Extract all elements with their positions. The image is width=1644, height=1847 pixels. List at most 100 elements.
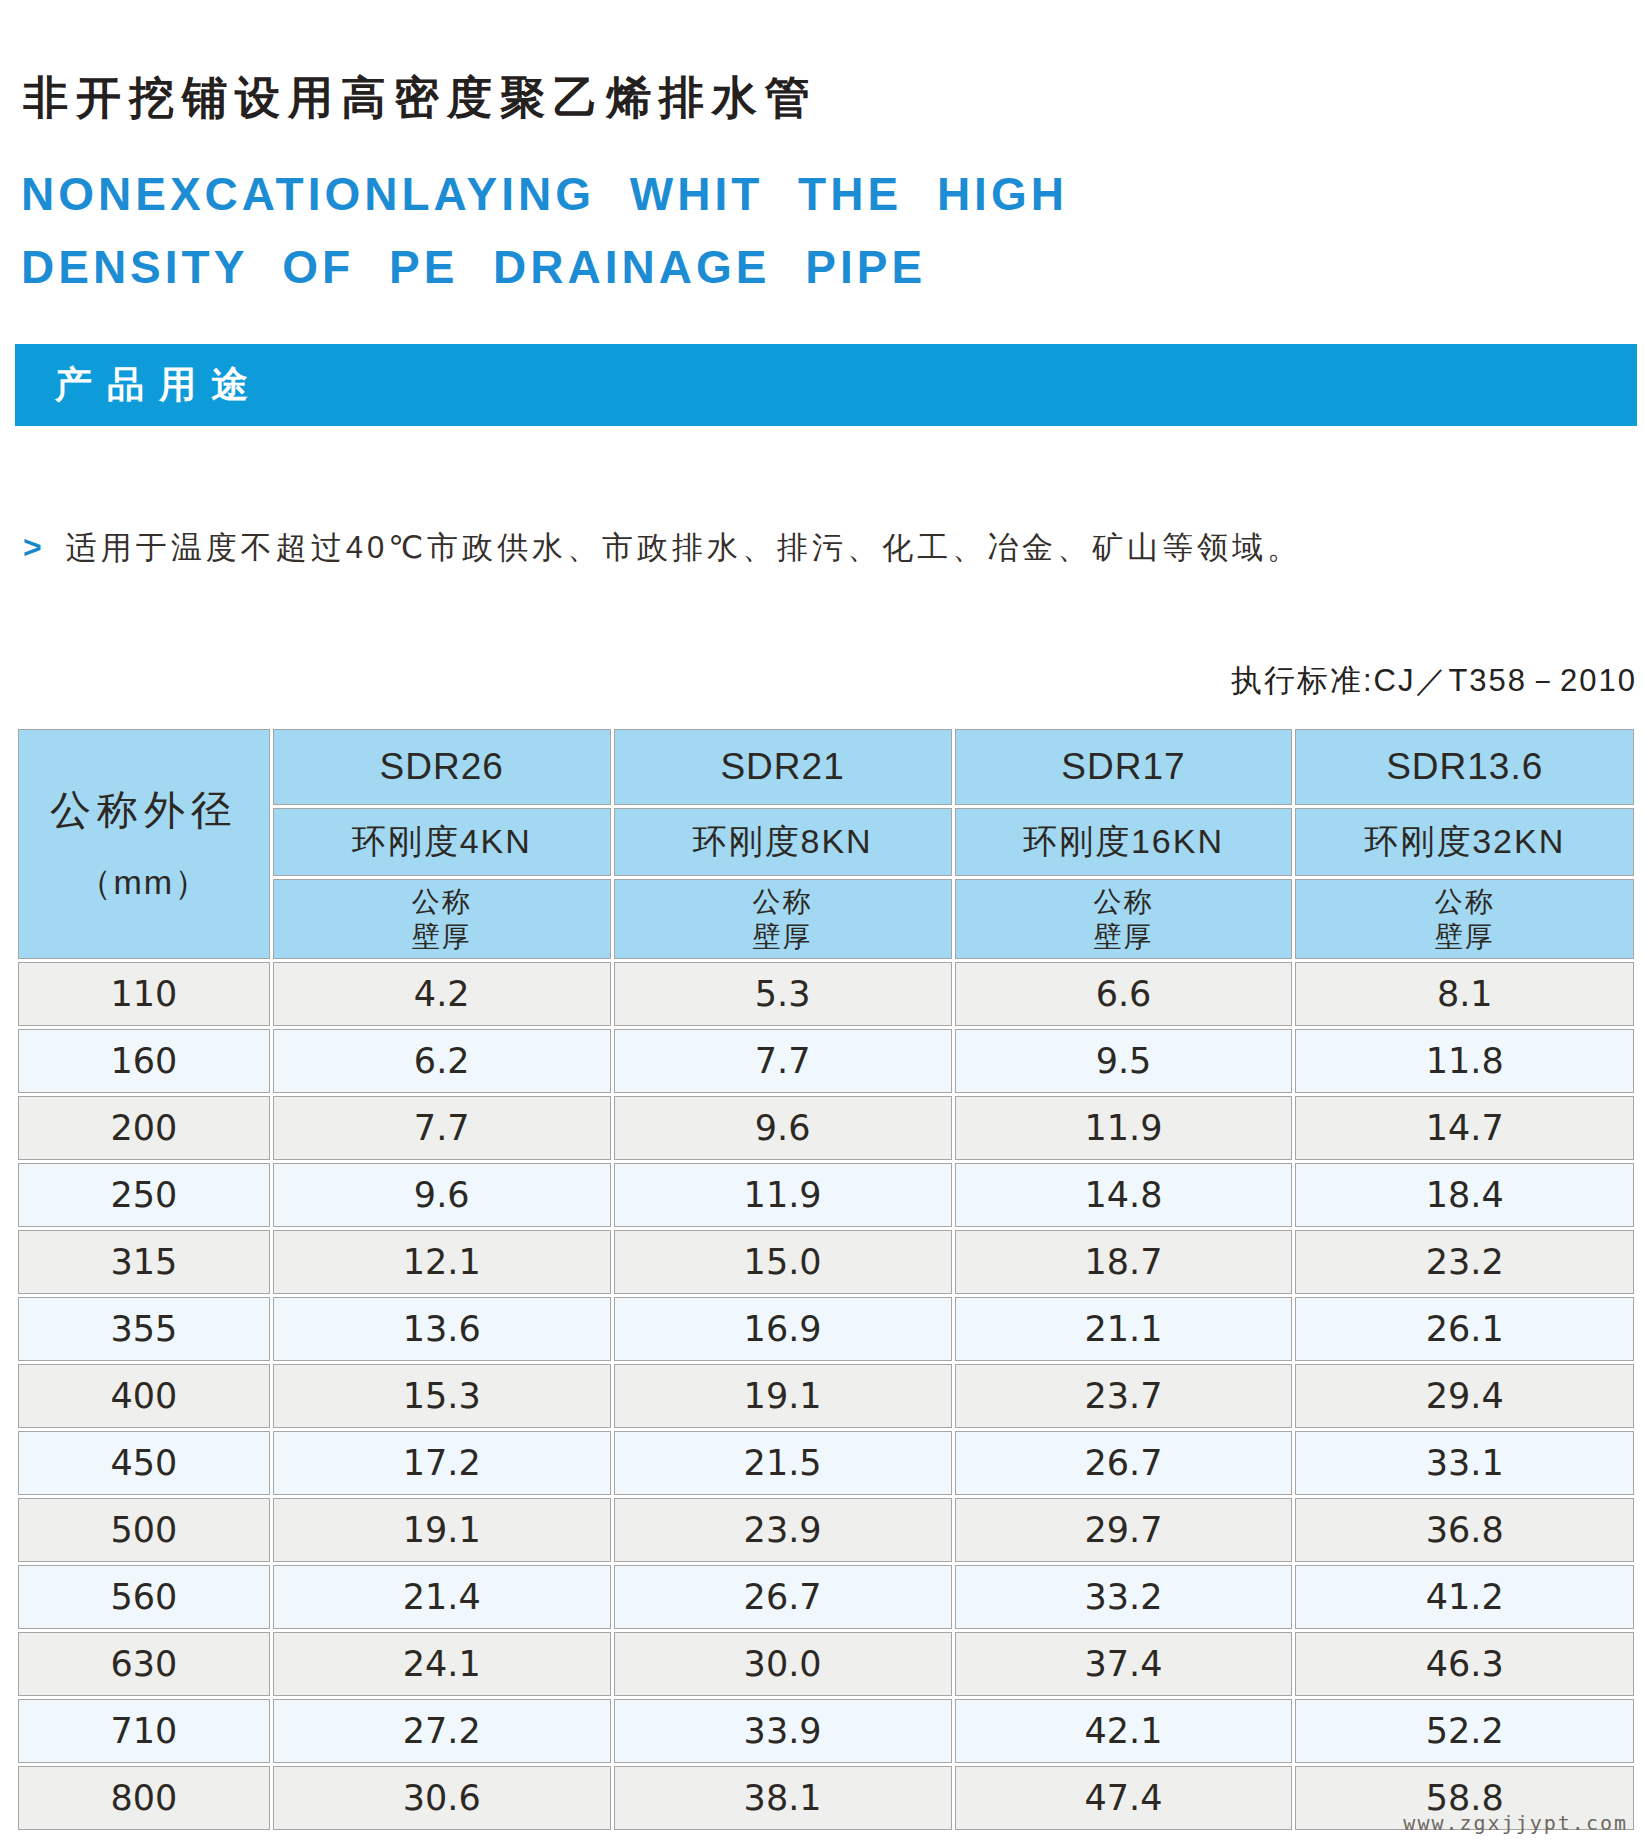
- dn-cell: 355: [18, 1297, 270, 1361]
- value-cell: 17.2: [273, 1431, 611, 1495]
- value-cell: 41.2: [1295, 1565, 1634, 1629]
- header-ring-8kn: 环刚度8KN: [614, 808, 952, 876]
- table-row: 160 6.2 7.7 9.5 11.8: [18, 1029, 1634, 1093]
- thickness-line2: 壁厚: [616, 919, 950, 954]
- header-ring-16kn: 环刚度16KN: [955, 808, 1293, 876]
- value-cell: 12.1: [273, 1230, 611, 1294]
- value-cell: 26.7: [614, 1565, 952, 1629]
- standard-reference: 执行标准:CJ／T358－2010: [15, 660, 1637, 702]
- value-cell: 21.4: [273, 1565, 611, 1629]
- table-row: 500 19.1 23.9 29.7 36.8: [18, 1498, 1634, 1562]
- value-cell: 29.7: [955, 1498, 1293, 1562]
- header-ring-32kn: 环刚度32KN: [1295, 808, 1634, 876]
- corner-header-cell: 公称外径 （mm）: [18, 729, 270, 959]
- value-cell: 30.0: [614, 1632, 952, 1696]
- header-ring-4kn: 环刚度4KN: [273, 808, 611, 876]
- value-cell: 9.5: [955, 1029, 1293, 1093]
- value-cell: 8.1: [1295, 962, 1634, 1026]
- pipe-spec-table: 公称外径 （mm） SDR26 SDR21 SDR17 SDR13.6 环刚度4…: [15, 726, 1637, 1833]
- header-sdr21: SDR21: [614, 729, 952, 805]
- corner-label-line2: （mm）: [20, 860, 268, 906]
- value-cell: 27.2: [273, 1699, 611, 1763]
- value-cell: 26.1: [1295, 1297, 1634, 1361]
- value-cell: 4.2: [273, 962, 611, 1026]
- value-cell: 23.7: [955, 1364, 1293, 1428]
- table-row: 200 7.7 9.6 11.9 14.7: [18, 1096, 1634, 1160]
- dn-cell: 630: [18, 1632, 270, 1696]
- value-cell: 5.3: [614, 962, 952, 1026]
- table-header-row-sdr: 公称外径 （mm） SDR26 SDR21 SDR17 SDR13.6: [18, 729, 1634, 805]
- thickness-line1: 公称: [957, 884, 1291, 919]
- dn-cell: 400: [18, 1364, 270, 1428]
- table-row: 560 21.4 26.7 33.2 41.2: [18, 1565, 1634, 1629]
- thickness-line2: 壁厚: [957, 919, 1291, 954]
- value-cell: 33.9: [614, 1699, 952, 1763]
- value-cell: 29.4: [1295, 1364, 1634, 1428]
- table-row: 400 15.3 19.1 23.7 29.4: [18, 1364, 1634, 1428]
- value-cell: 36.8: [1295, 1498, 1634, 1562]
- header-thickness-4: 公称 壁厚: [1295, 879, 1634, 959]
- dn-cell: 800: [18, 1766, 270, 1830]
- dn-cell: 250: [18, 1163, 270, 1227]
- value-cell: 46.3: [1295, 1632, 1634, 1696]
- value-cell: 21.5: [614, 1431, 952, 1495]
- header-sdr17: SDR17: [955, 729, 1293, 805]
- dn-cell: 200: [18, 1096, 270, 1160]
- value-cell: 21.1: [955, 1297, 1293, 1361]
- dn-cell: 710: [18, 1699, 270, 1763]
- value-cell: 19.1: [273, 1498, 611, 1562]
- value-cell: 52.2: [1295, 1699, 1634, 1763]
- thickness-line1: 公称: [275, 884, 609, 919]
- value-cell: 38.1: [614, 1766, 952, 1830]
- watermark-url: www.zgxjjypt.com: [1403, 1811, 1628, 1835]
- table-row: 250 9.6 11.9 14.8 18.4: [18, 1163, 1634, 1227]
- thickness-line1: 公称: [1297, 884, 1632, 919]
- table-row: 710 27.2 33.9 42.1 52.2: [18, 1699, 1634, 1763]
- table-row: 355 13.6 16.9 21.1 26.1: [18, 1297, 1634, 1361]
- value-cell: 11.9: [955, 1096, 1293, 1160]
- value-cell: 37.4: [955, 1632, 1293, 1696]
- value-cell: 13.6: [273, 1297, 611, 1361]
- value-cell: 33.2: [955, 1565, 1293, 1629]
- value-cell: 6.2: [273, 1029, 611, 1093]
- thickness-line2: 壁厚: [1297, 919, 1632, 954]
- header-thickness-2: 公称 壁厚: [614, 879, 952, 959]
- page-title-english-line1: NONEXCATIONLAYING WHIT THE HIGH: [21, 158, 1637, 231]
- value-cell: 7.7: [273, 1096, 611, 1160]
- header-thickness-3: 公称 壁厚: [955, 879, 1293, 959]
- value-cell: 42.1: [955, 1699, 1293, 1763]
- value-cell: 11.9: [614, 1163, 952, 1227]
- value-cell: 15.0: [614, 1230, 952, 1294]
- value-cell: 18.7: [955, 1230, 1293, 1294]
- value-cell: 11.8: [1295, 1029, 1634, 1093]
- thickness-line2: 壁厚: [275, 919, 609, 954]
- dn-cell: 110: [18, 962, 270, 1026]
- header-sdr13-6: SDR13.6: [1295, 729, 1634, 805]
- section-banner-label: 产品用途: [55, 360, 263, 410]
- page-title-english-line2: DENSITY OF PE DRAINAGE PIPE: [21, 231, 1637, 304]
- usage-text: 适用于温度不超过40℃市政供水、市政排水、排污、化工、冶金、矿山等领域。: [66, 528, 1302, 568]
- header-thickness-1: 公称 壁厚: [273, 879, 611, 959]
- value-cell: 14.8: [955, 1163, 1293, 1227]
- dn-cell: 160: [18, 1029, 270, 1093]
- header-sdr26: SDR26: [273, 729, 611, 805]
- value-cell: 26.7: [955, 1431, 1293, 1495]
- value-cell: 30.6: [273, 1766, 611, 1830]
- value-cell: 19.1: [614, 1364, 952, 1428]
- corner-label-line1: 公称外径: [20, 783, 268, 838]
- value-cell: 24.1: [273, 1632, 611, 1696]
- value-cell: 9.6: [273, 1163, 611, 1227]
- value-cell: 23.9: [614, 1498, 952, 1562]
- value-cell: 33.1: [1295, 1431, 1634, 1495]
- thickness-line1: 公称: [616, 884, 950, 919]
- dn-cell: 500: [18, 1498, 270, 1562]
- value-cell: 23.2: [1295, 1230, 1634, 1294]
- value-cell: 14.7: [1295, 1096, 1634, 1160]
- table-row: 450 17.2 21.5 26.7 33.1: [18, 1431, 1634, 1495]
- value-cell: 18.4: [1295, 1163, 1634, 1227]
- value-cell: 7.7: [614, 1029, 952, 1093]
- dn-cell: 450: [18, 1431, 270, 1495]
- table-row: 630 24.1 30.0 37.4 46.3: [18, 1632, 1634, 1696]
- value-cell: 16.9: [614, 1297, 952, 1361]
- page-title-english: NONEXCATIONLAYING WHIT THE HIGH DENSITY …: [21, 158, 1637, 304]
